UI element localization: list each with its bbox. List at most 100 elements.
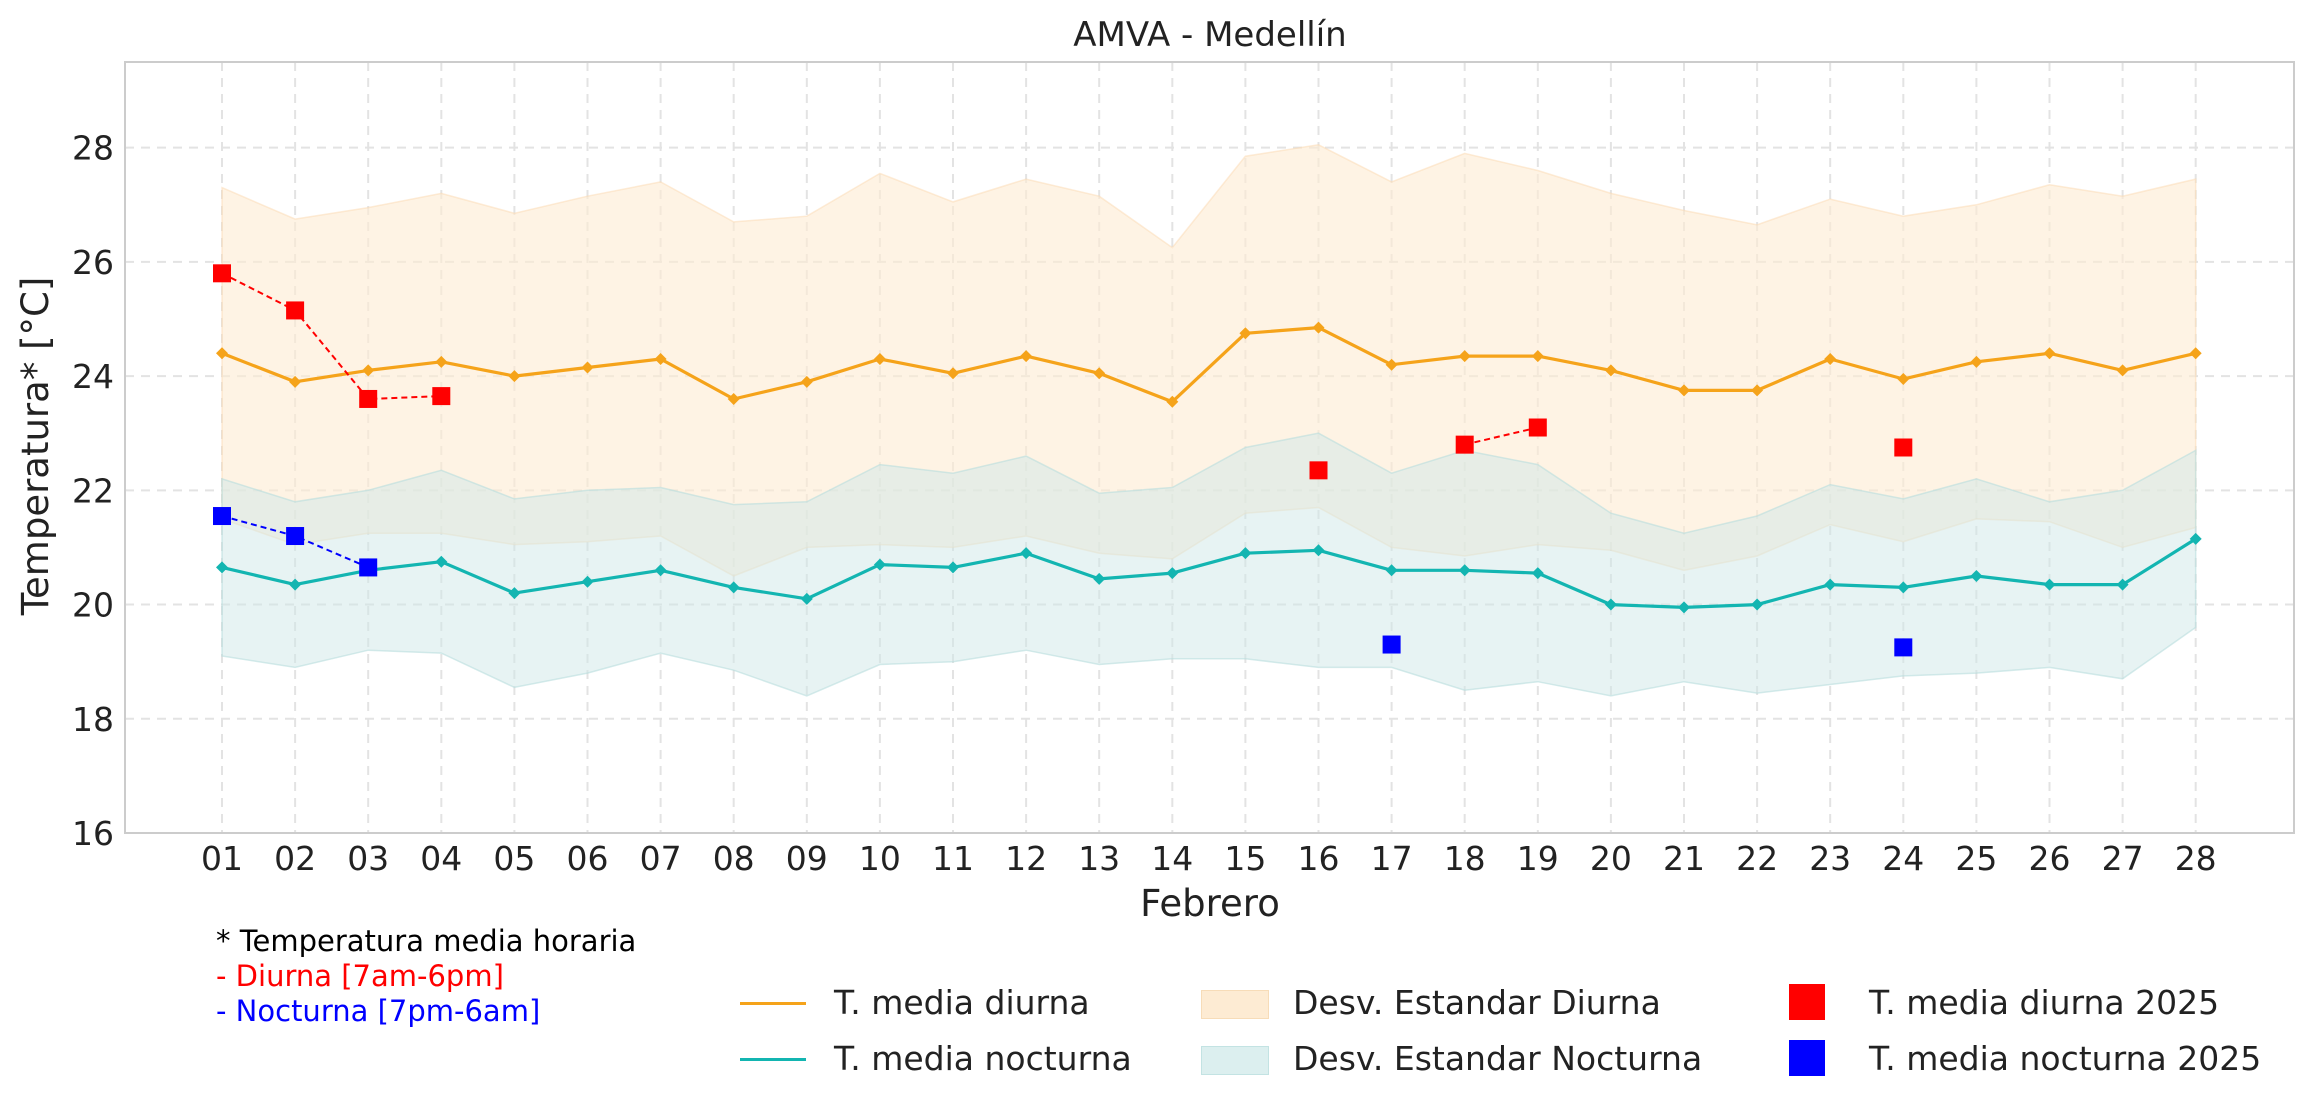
day-2025-marker-point [359,389,378,408]
mean-day-line-point [581,361,594,374]
legend-swatch-day-2025 [1789,984,1825,1020]
day-2025-marker-point [286,301,305,320]
plot-frame [124,61,2295,834]
night-2025-marker-point [1382,635,1401,654]
mean-night-line-point [1970,570,1983,582]
x-axis-label: Febrero [1140,882,1280,925]
y-tick-label: 26 [72,243,114,282]
mean-night-line-point [873,558,886,571]
x-tick-label: 21 [1663,839,1705,878]
night-2025-marker-point [359,558,378,577]
mean-night-line-point [727,581,740,594]
mean-night-line-point [2189,532,2202,545]
mean-day-line-point [1020,350,1033,363]
legend-label-day-2025: T. media diurna 2025 [1869,983,2220,1022]
footnote: * Temperatura media horaria - Diurna [7a… [216,924,636,1029]
footnote-nighttime: - Nocturna [7pm-6am] [216,994,541,1028]
x-tick-label: 23 [1809,839,1851,878]
legend-swatch-night-2025 [1789,1040,1825,1076]
mean-night-line-point [1531,567,1544,580]
mean-day-line-point [1093,367,1106,380]
mean-day-line-point [873,352,886,365]
x-tick-label: 03 [347,839,389,878]
x-tick-label: 28 [2175,839,2217,878]
day-2025-marker-point [1309,461,1328,480]
mean-night-line-point [216,561,228,574]
mean-night-line-point [1458,564,1471,577]
day-2025-marker-point [1528,418,1547,437]
legend-label-mean-day: T. media diurna [834,983,1090,1022]
mean-day-line-point [1312,321,1325,334]
y-tick-label: 20 [72,586,114,625]
mean-night-line-point [800,592,813,605]
mean-night-line-point [1166,567,1179,580]
mean-night-line-point [1312,544,1325,557]
mean-day-line-point [362,364,375,377]
mean-night-line-point [1897,581,1910,594]
mean-day-line-point [2043,347,2056,360]
x-tick-label: 11 [932,839,974,878]
legend-label-std-night: Desv. Estandar Nocturna [1293,1039,1703,1078]
day-2025-marker-point [1455,435,1474,454]
x-tick-label: 05 [493,839,535,878]
mean-night-line-point [1678,601,1690,614]
mean-day-line-point [1751,384,1764,397]
mean-day-line-point [1897,372,1910,385]
mean-day-line-point [1970,355,1983,368]
day-2025-marker-point [1894,438,1913,457]
legend-label-night-2025: T. media nocturna 2025 [1869,1039,2262,1078]
x-tick-label: 25 [1955,839,1997,878]
y-tick-label: 28 [72,129,114,168]
mean-day-line-point [2116,364,2129,377]
mean-day-line-point [435,355,448,368]
mean-day-line-point [1166,395,1179,408]
mean-day-line-point [1239,327,1252,340]
legend-swatch-std-day [1201,990,1269,1019]
x-tick-label: 19 [1517,839,1559,878]
y-tick-label: 18 [72,700,114,739]
day-2025-marker-point [432,387,451,406]
mean-night-line-point [1020,547,1033,560]
footnote-hourly-mean: * Temperatura media horaria [216,924,637,958]
x-tick-label: 14 [1151,839,1193,878]
mean-day-line-point [1604,364,1617,377]
x-tick-label: 18 [1444,839,1486,878]
y-tick-label: 22 [72,471,114,510]
mean-day-line-point [654,352,667,365]
mean-day-line-point [2189,347,2202,360]
plot-area: 01 02 03 04 05 06 07 08 09 10 11 12 13 14 15 16 17 18 19 20… [72,61,2295,878]
mean-night-line-point [1239,547,1252,560]
day-2025-marker-connector [1464,426,1539,446]
legend-swatch-std-night [1201,1046,1269,1075]
mean-night-line-point [289,578,302,591]
x-tick-label: 09 [786,839,828,878]
mean-night-line-point [1604,598,1617,611]
x-tick-label: 01 [201,839,243,878]
mean-night-line-point [1824,578,1837,591]
x-tick-label: 20 [1590,839,1632,878]
day-2025-marker-point [213,264,231,283]
mean-day-line-point [1385,358,1398,371]
mean-night-line-point [947,561,959,574]
mean-day-line-point [800,375,813,388]
mean-day-line-point [1678,384,1690,397]
night-2025-marker-point [213,507,231,526]
mean-night-line-point [1093,572,1106,585]
x-tick-label: 22 [1736,839,1778,878]
mean-night-line-point [1385,564,1398,577]
x-tick-label: 27 [2102,839,2144,878]
x-tick-label: 07 [640,839,682,878]
mean-day-line-point [1824,352,1837,365]
mean-night-line-point [581,575,594,588]
legend-label-std-day: Desv. Estandar Diurna [1293,983,1661,1022]
mean-day-line-point [727,392,740,405]
x-tick-label: 24 [1882,839,1924,878]
day-2025-marker-connector [221,272,442,401]
x-tick-label: 04 [420,839,462,878]
mean-night-line-point [654,564,667,577]
y-tick-label: 24 [72,357,114,396]
x-tick-label: 15 [1224,839,1266,878]
x-tick-label: 08 [713,839,755,878]
mean-night-line-point [435,555,448,568]
